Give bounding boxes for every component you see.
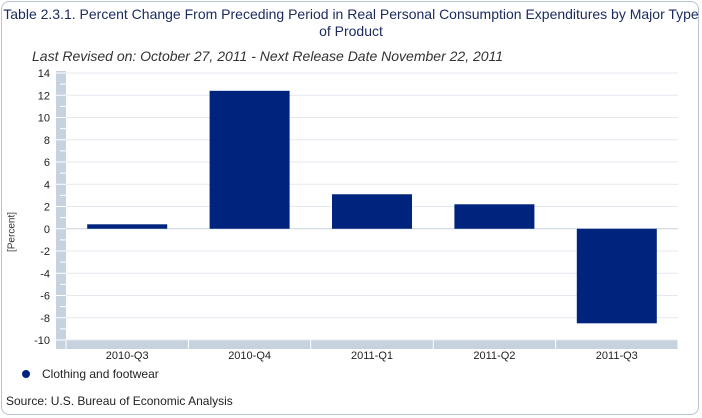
bar (454, 204, 535, 229)
y-tick-label: -6 (40, 291, 50, 303)
y-tick-label: 0 (44, 224, 50, 236)
y-tick-label: 4 (44, 179, 50, 191)
chart-title: Table 2.3.1. Percent Change From Precedi… (3, 6, 699, 39)
y-tick-label: 12 (38, 90, 50, 102)
bar (332, 194, 412, 229)
bar (87, 224, 168, 229)
y-tick-label: -4 (40, 268, 50, 280)
legend-marker (22, 370, 30, 378)
bar (209, 90, 290, 229)
x-tick-label: 2011-Q3 (596, 350, 638, 362)
chart-subtitle: Last Revised on: October 27, 2011 - Next… (32, 48, 504, 64)
y-tick-label: 10 (38, 113, 50, 125)
x-tick-label: 2010-Q4 (228, 350, 271, 362)
y-tick-label: 2 (44, 202, 50, 214)
y-tick-label: 8 (44, 135, 50, 147)
y-tick-label: -2 (40, 246, 50, 258)
y-tick-label: -8 (40, 313, 50, 325)
y-tick-label: -10 (34, 335, 50, 347)
x-tick-label: 2011-Q1 (351, 350, 393, 362)
legend[interactable]: Clothing and footwear (22, 367, 159, 381)
x-tick-label: 2010-Q3 (106, 350, 149, 362)
legend-label: Clothing and footwear (42, 367, 159, 381)
y-tick-label: 14 (38, 68, 50, 80)
source-note: Source: U.S. Bureau of Economic Analysis (6, 394, 233, 408)
x-axis-strip (56, 340, 678, 349)
x-tick-label: 2011-Q2 (473, 350, 515, 362)
y-tick-label: 6 (44, 157, 50, 169)
bar (576, 228, 657, 324)
